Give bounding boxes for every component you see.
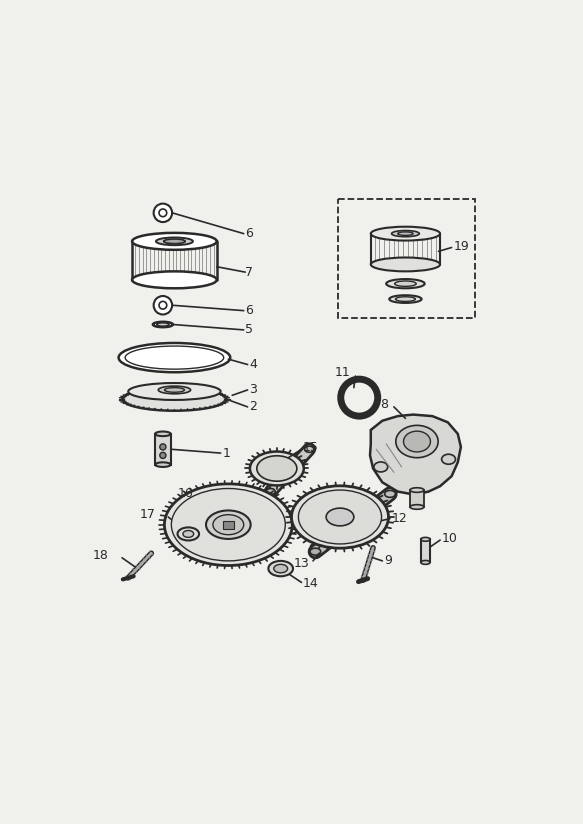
Ellipse shape — [257, 456, 297, 481]
Ellipse shape — [177, 527, 199, 541]
Ellipse shape — [125, 346, 224, 369]
Ellipse shape — [132, 233, 217, 250]
Ellipse shape — [386, 279, 424, 288]
Ellipse shape — [155, 462, 171, 467]
Ellipse shape — [410, 504, 424, 509]
Ellipse shape — [164, 239, 185, 244]
Ellipse shape — [164, 484, 292, 565]
Ellipse shape — [118, 343, 230, 372]
Text: 16: 16 — [178, 487, 194, 499]
Ellipse shape — [157, 323, 169, 326]
Ellipse shape — [395, 297, 416, 302]
Ellipse shape — [250, 452, 304, 485]
Text: 10: 10 — [441, 532, 458, 545]
Bar — [223, 521, 234, 528]
Text: 17: 17 — [139, 508, 155, 522]
Ellipse shape — [392, 231, 419, 236]
Ellipse shape — [396, 425, 438, 457]
Circle shape — [154, 204, 172, 222]
Text: 6: 6 — [245, 304, 253, 317]
Ellipse shape — [132, 271, 217, 288]
Text: 2: 2 — [249, 400, 257, 414]
Text: 3: 3 — [249, 383, 257, 396]
Bar — [421, 540, 430, 563]
Ellipse shape — [155, 432, 171, 436]
Ellipse shape — [385, 490, 395, 498]
Text: 12: 12 — [392, 512, 408, 525]
Circle shape — [159, 302, 167, 309]
Ellipse shape — [266, 489, 275, 494]
Ellipse shape — [183, 531, 194, 537]
Text: 19: 19 — [453, 241, 469, 253]
Polygon shape — [370, 414, 461, 494]
Ellipse shape — [213, 515, 244, 535]
Ellipse shape — [421, 537, 430, 541]
Text: 8: 8 — [381, 398, 388, 411]
Ellipse shape — [304, 446, 314, 452]
Ellipse shape — [128, 383, 220, 400]
Text: 9: 9 — [384, 555, 392, 568]
Ellipse shape — [292, 486, 388, 548]
Ellipse shape — [171, 489, 285, 561]
Circle shape — [159, 209, 167, 217]
Ellipse shape — [164, 387, 184, 392]
Ellipse shape — [403, 431, 430, 452]
Ellipse shape — [122, 387, 226, 410]
Ellipse shape — [298, 490, 381, 544]
Ellipse shape — [206, 510, 251, 539]
Bar — [410, 490, 424, 507]
Ellipse shape — [389, 295, 422, 303]
Ellipse shape — [156, 237, 193, 246]
Text: 5: 5 — [245, 323, 253, 336]
Text: 1: 1 — [222, 447, 230, 460]
Circle shape — [160, 452, 166, 458]
Text: 6: 6 — [245, 227, 253, 240]
Circle shape — [154, 296, 172, 315]
Ellipse shape — [371, 227, 440, 241]
Text: 13: 13 — [293, 557, 309, 569]
Ellipse shape — [421, 560, 430, 564]
Ellipse shape — [371, 258, 440, 271]
Text: 11: 11 — [334, 366, 350, 379]
Ellipse shape — [153, 322, 173, 327]
Ellipse shape — [374, 462, 388, 472]
Circle shape — [160, 444, 166, 450]
Text: 18: 18 — [93, 549, 109, 562]
Ellipse shape — [326, 508, 354, 526]
Ellipse shape — [158, 386, 191, 394]
Bar — [338, 199, 475, 318]
Ellipse shape — [268, 561, 293, 576]
Ellipse shape — [395, 281, 416, 287]
Text: 4: 4 — [249, 358, 257, 371]
Ellipse shape — [310, 548, 321, 555]
Ellipse shape — [274, 564, 287, 573]
Text: 7: 7 — [245, 265, 253, 279]
Bar — [155, 433, 171, 465]
Ellipse shape — [410, 488, 424, 493]
Text: 15: 15 — [303, 441, 319, 454]
Ellipse shape — [398, 232, 413, 236]
Text: 14: 14 — [303, 577, 319, 590]
Ellipse shape — [441, 454, 455, 464]
